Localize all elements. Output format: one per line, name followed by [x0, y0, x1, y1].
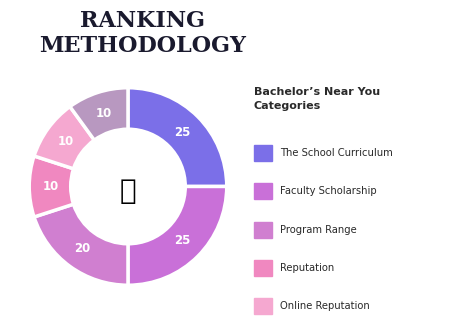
Wedge shape: [29, 156, 73, 217]
Text: Reputation: Reputation: [280, 263, 334, 273]
Text: RANKING
METHODOLOGY: RANKING METHODOLOGY: [39, 10, 246, 57]
Text: 20: 20: [74, 242, 91, 255]
Text: 25: 25: [174, 234, 191, 247]
Wedge shape: [128, 186, 227, 285]
Text: Faculty Scholarship: Faculty Scholarship: [280, 186, 377, 196]
Text: Online Reputation: Online Reputation: [280, 301, 370, 311]
Wedge shape: [128, 88, 227, 186]
Text: The School Curriculum: The School Curriculum: [280, 148, 393, 158]
Text: Bachelor’s Near You
Categories: Bachelor’s Near You Categories: [254, 87, 380, 111]
Wedge shape: [70, 88, 128, 140]
Text: 10: 10: [43, 180, 59, 193]
Text: 10: 10: [57, 135, 74, 148]
Text: 🎓: 🎓: [119, 177, 137, 205]
Text: 10: 10: [96, 107, 112, 120]
Wedge shape: [34, 204, 128, 285]
Text: Program Range: Program Range: [280, 225, 357, 235]
Text: 25: 25: [174, 126, 191, 139]
Wedge shape: [34, 107, 94, 169]
